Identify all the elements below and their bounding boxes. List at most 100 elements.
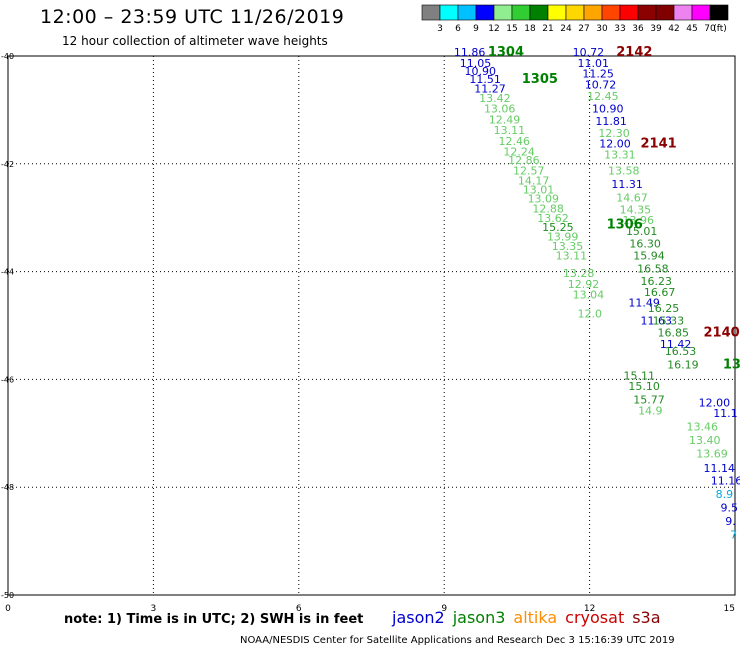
- colorbar-tick: 3: [437, 24, 443, 34]
- swh-value: 11.01: [577, 57, 609, 70]
- legend-item-cryosat: cryosat: [565, 608, 625, 627]
- legend-item-jason3: jason3: [452, 608, 506, 627]
- swh-value: 16.23: [640, 275, 672, 288]
- lon-tick-label: 6: [296, 604, 302, 614]
- swh-value: 16.53: [665, 345, 697, 358]
- lon-tick-label: 15: [724, 604, 735, 614]
- swh-value: 13.01: [523, 183, 555, 196]
- swh-value: 15.77: [633, 394, 665, 407]
- swh-value: 12.46: [498, 135, 530, 148]
- track-id-label: 2142: [616, 45, 652, 60]
- colorbar-unit: (ft): [713, 24, 727, 34]
- lon-tick-label: 9: [441, 604, 447, 614]
- colorbar-tick: 6: [455, 24, 461, 34]
- swh-value: 13.62: [537, 212, 569, 225]
- swh-value: 7: [730, 528, 737, 541]
- track-id-label: 2140: [703, 325, 739, 340]
- swh-value: 13.35: [552, 240, 584, 253]
- swh-value: 13.06: [484, 103, 515, 116]
- swh-value: 11.81: [595, 115, 627, 128]
- swh-value: 11.42: [660, 338, 692, 351]
- footer-note: note: 1) Time is in UTC; 2) SWH is in fe…: [64, 612, 364, 627]
- swh-value: 12.57: [513, 165, 545, 178]
- swh-value: 13.31: [604, 148, 636, 161]
- lat-tick-label: -46: [1, 375, 14, 384]
- colorbar-swatch: [583, 4, 603, 21]
- swh-value: 13.46: [687, 421, 719, 434]
- colorbar-swatch: [511, 4, 531, 21]
- colorbar-tick: 27: [578, 24, 589, 34]
- swh-value: 11.1: [713, 407, 738, 420]
- swh-value: 11.27: [474, 83, 506, 96]
- page-subtitle: 12 hour collection of altimeter wave hei…: [62, 34, 328, 48]
- swh-value: 9.: [725, 515, 736, 528]
- swh-value: 14.17: [518, 174, 550, 187]
- colorbar-tick: 33: [614, 24, 625, 34]
- track-id-label: 2141: [640, 137, 676, 152]
- colorbar-tick: 12: [488, 24, 499, 34]
- swh-value: 11.31: [611, 178, 643, 191]
- swh-value: 16.85: [657, 326, 689, 339]
- colorbar-tick: 39: [650, 24, 662, 34]
- lat-tick-label: -42: [1, 160, 14, 169]
- colorbar-tick: 45: [686, 24, 697, 34]
- swh-value: 13.96: [623, 214, 655, 227]
- map-grid: -40 -42 -44 -46 -48 -50 0 3 6 9 12 15: [1, 52, 736, 614]
- colorbar-swatch: [547, 4, 567, 21]
- colorbar-swatch: [673, 4, 693, 21]
- swh-value: 10.90: [592, 103, 624, 116]
- colorbar-swatch: [475, 4, 495, 21]
- lat-tick-label: -40: [1, 52, 14, 61]
- swh-value: 13.42: [479, 92, 511, 105]
- swh-value: 11.25: [582, 68, 614, 81]
- colorbar-swatch: [457, 4, 477, 21]
- colorbar-swatch: [529, 4, 549, 21]
- colorbar-swatch: [493, 4, 513, 21]
- track-id-label: 1306: [607, 217, 643, 232]
- swh-value: 11.86: [454, 46, 486, 59]
- lat-tick-label: -44: [1, 268, 14, 277]
- swh-value: 9.5: [720, 501, 738, 514]
- lat-tick-label: -50: [1, 591, 14, 600]
- swh-value: 13.40: [689, 434, 721, 447]
- swh-value: 15.33: [653, 314, 685, 327]
- track-labels: 1304 1305 1306 130 2142 2141 2140: [488, 45, 740, 373]
- footer-credit: NOAA/NESDIS Center for Satellite Applica…: [240, 635, 675, 646]
- lon-tick-label: 3: [151, 604, 157, 614]
- swh-value: 11.16: [711, 475, 740, 488]
- swh-value: 12.0: [577, 307, 602, 320]
- satellite-legend: jason2 jason3 altika cryosat s3a: [392, 608, 669, 627]
- colorbar-tick: 36: [632, 24, 644, 34]
- swh-value: 15.25: [542, 221, 574, 234]
- colorbar-swatch: [655, 4, 675, 21]
- colorbar-swatch: [421, 4, 441, 21]
- swh-value: 13.04: [573, 289, 605, 302]
- colorbar-tick: 24: [560, 24, 572, 34]
- colorbar-swatch: [565, 4, 585, 21]
- swh-value: 14.35: [620, 203, 652, 216]
- colorbar: 3 6 9 12 15 18 21 24 27 30 33 36 39 42 45 70(ft): [421, 4, 729, 34]
- swh-value: 10.72: [585, 78, 617, 91]
- colorbar-swatch: [601, 4, 621, 21]
- swh-value: 8.9: [716, 488, 734, 501]
- legend-item-altika: altika: [513, 608, 558, 627]
- legend-item-s3a: s3a: [632, 608, 661, 627]
- swh-value: 13.69: [696, 448, 728, 461]
- swh-value: 15.94: [633, 250, 665, 263]
- swh-value: 15.10: [628, 380, 660, 393]
- swh-value: 12.88: [532, 202, 564, 215]
- swh-value: 11.05: [460, 57, 492, 70]
- swh-value: 12.49: [489, 113, 520, 126]
- colorbar-swatch: [691, 4, 711, 21]
- swh-value: 12.45: [587, 90, 619, 103]
- page-title: 12:00 – 23:59 UTC 11/26/2019: [40, 6, 345, 28]
- lon-tick-label: 0: [5, 604, 11, 614]
- swh-value: 11.51: [469, 73, 501, 86]
- swh-value: 10.72: [573, 46, 605, 59]
- swh-value: 12.00: [599, 138, 631, 151]
- swh-value: 16.58: [637, 263, 669, 276]
- swh-value: 12.86: [508, 154, 540, 167]
- track-id-label: 1304: [488, 45, 524, 60]
